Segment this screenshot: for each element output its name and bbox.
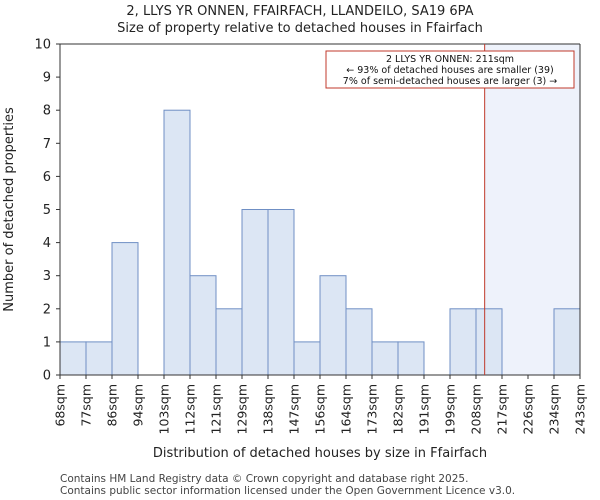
bar bbox=[111, 242, 139, 376]
y-tick-label: 3 bbox=[43, 269, 51, 284]
annotation-line: 2 LLYS YR ONNEN: 211sqm bbox=[386, 54, 514, 65]
x-tick-label: 173sqm bbox=[365, 384, 380, 434]
bar bbox=[59, 341, 87, 376]
bar bbox=[163, 109, 191, 376]
x-tick-label: 138sqm bbox=[261, 384, 276, 434]
x-tick-label: 217sqm bbox=[495, 384, 510, 434]
x-tick-label: 199sqm bbox=[443, 384, 458, 434]
x-tick-label: 234sqm bbox=[547, 384, 562, 434]
x-tick-label: 77sqm bbox=[79, 384, 94, 427]
footer-licence: Contains public sector information licen… bbox=[60, 485, 516, 497]
x-tick-label: 147sqm bbox=[287, 384, 302, 434]
annotation-line: 7% of semi-detached houses are larger (3… bbox=[343, 76, 557, 87]
x-tick-label: 112sqm bbox=[183, 384, 198, 434]
y-tick-label: 9 bbox=[43, 71, 51, 86]
x-tick-label: 191sqm bbox=[417, 384, 432, 434]
y-tick-label: 1 bbox=[43, 335, 51, 350]
bar bbox=[371, 341, 399, 376]
y-tick-label: 5 bbox=[43, 203, 51, 218]
x-tick-label: 103sqm bbox=[157, 384, 172, 434]
annotation-box bbox=[325, 50, 575, 89]
bar bbox=[267, 209, 295, 376]
x-tick-label: 129sqm bbox=[235, 384, 250, 434]
bar bbox=[475, 308, 503, 376]
bar bbox=[319, 275, 347, 376]
y-tick-label: 6 bbox=[43, 170, 51, 185]
x-tick-label: 208sqm bbox=[469, 384, 484, 434]
x-tick-label: 94sqm bbox=[131, 384, 146, 427]
footer-copyright: Contains HM Land Registry data © Crown c… bbox=[60, 473, 469, 485]
bar bbox=[215, 308, 243, 376]
x-tick-label: 68sqm bbox=[53, 384, 68, 427]
y-axis-title: Number of detached properties bbox=[2, 107, 17, 312]
chart-title: Size of property relative to detached ho… bbox=[117, 21, 483, 36]
bar bbox=[189, 275, 217, 376]
x-tick-label: 86sqm bbox=[105, 384, 120, 427]
y-tick-label: 2 bbox=[43, 302, 51, 317]
x-tick-label: 243sqm bbox=[573, 384, 588, 434]
x-tick-label: 164sqm bbox=[339, 384, 354, 434]
bar bbox=[449, 308, 477, 376]
x-tick-label: 226sqm bbox=[521, 384, 536, 434]
bar bbox=[397, 341, 425, 376]
y-tick-label: 7 bbox=[43, 137, 51, 152]
bar bbox=[345, 308, 373, 376]
y-tick-label: 4 bbox=[43, 236, 51, 251]
bar bbox=[293, 341, 321, 376]
chart-title-address: 2, LLYS YR ONNEN, FFAIRFACH, LLANDEILO, … bbox=[126, 4, 474, 19]
x-axis-title: Distribution of detached houses by size … bbox=[153, 446, 487, 461]
x-tick-label: 121sqm bbox=[209, 384, 224, 434]
bar bbox=[553, 308, 581, 376]
y-tick-label: 0 bbox=[43, 369, 51, 384]
y-tick-label: 8 bbox=[43, 104, 51, 119]
annotation-line: ← 93% of detached houses are smaller (39… bbox=[346, 65, 553, 76]
bar bbox=[85, 341, 113, 376]
x-tick-label: 182sqm bbox=[391, 384, 406, 434]
bar bbox=[241, 209, 269, 376]
x-tick-label: 156sqm bbox=[313, 384, 328, 434]
y-tick-label: 10 bbox=[34, 38, 51, 53]
